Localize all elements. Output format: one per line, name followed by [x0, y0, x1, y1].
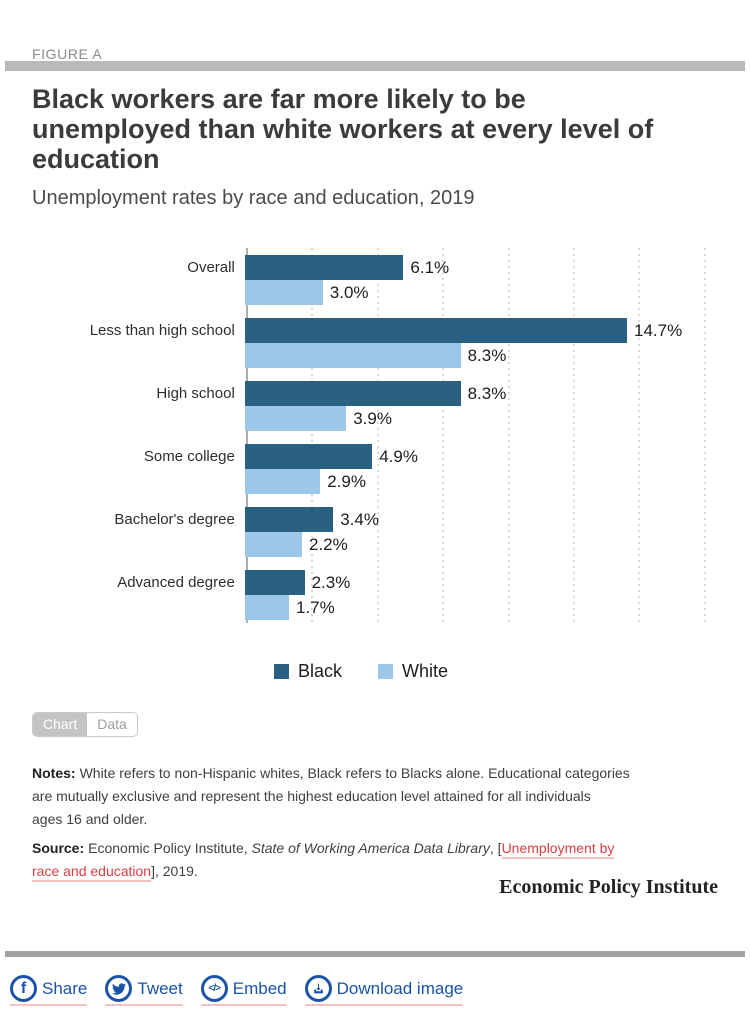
tab-data[interactable]: Data: [87, 713, 137, 736]
chart-data-toggle: Chart Data: [32, 712, 138, 737]
bar-white[interactable]: [244, 595, 289, 620]
download-image-button[interactable]: Download image: [304, 975, 464, 1006]
chart-title: Black workers are far more likely to be …: [32, 84, 654, 174]
value-label: 14.7%: [633, 321, 683, 340]
gridline: [442, 248, 445, 623]
bar-black[interactable]: [244, 318, 627, 343]
bar-black[interactable]: [244, 507, 334, 532]
source-pre: Economic Policy Institute,: [88, 840, 252, 856]
embed-button[interactable]: </> Embed: [200, 975, 287, 1006]
bar-group: Bachelor's degree 3.4% 2.2%: [32, 507, 718, 557]
share-button[interactable]: f Share: [10, 975, 88, 1006]
value-label: 2.9%: [327, 472, 366, 491]
category-label: Overall: [187, 259, 235, 276]
value-label: 3.9%: [353, 409, 392, 428]
value-label: 2.3%: [311, 573, 351, 592]
chart-bars-area: Overall 6.1% 3.0% Less than high school 14.7…: [32, 248, 718, 620]
value-label: 6.1%: [410, 258, 450, 277]
gridline: [703, 248, 706, 623]
gridline: [638, 248, 641, 623]
gridline: [572, 248, 575, 623]
category-label: Bachelor's degree: [114, 511, 235, 528]
notes-label: Notes:: [32, 765, 76, 781]
legend-swatch: [273, 664, 289, 679]
bar-black[interactable]: [244, 381, 461, 406]
source-publication: State of Working America Data Library: [251, 840, 490, 856]
embed-icon: </>: [200, 975, 228, 1002]
source-link[interactable]: Unemployment by: [501, 840, 615, 859]
bar-white[interactable]: [244, 343, 461, 368]
bar-group: Some college 4.9% 2.9%: [32, 444, 718, 494]
facebook-icon: f: [10, 975, 37, 1002]
value-label: 3.0%: [329, 283, 369, 302]
bar-group: High school 8.3% 3.9%: [32, 381, 718, 431]
bar-chart: Overall 6.1% 3.0% Less than high school 14.7…: [32, 248, 718, 630]
tab-chart[interactable]: Chart: [33, 713, 88, 736]
value-label: 8.3%: [467, 384, 507, 403]
footer-actions: f Share Tweet </> Embed Download image: [10, 975, 464, 1006]
gridline: [507, 248, 510, 623]
top-accent-bar: [5, 61, 745, 71]
gridline: [311, 248, 314, 623]
legend-item-white[interactable]: White: [378, 661, 448, 682]
chart-legend: Black White: [18, 661, 704, 682]
bar-group: Less than high school 14.7% 8.3%: [32, 318, 718, 368]
chart-grid: [246, 248, 722, 623]
figure-label: FIGURE A: [32, 46, 103, 62]
category-label: High school: [156, 385, 235, 402]
gridline: [376, 248, 379, 623]
twitter-icon: [105, 975, 133, 1002]
source-post: ], 2019.: [151, 863, 198, 879]
source-text: Source: Economic Policy Institute, State …: [32, 837, 718, 883]
category-label: Advanced degree: [117, 574, 235, 591]
bar-group: Overall 6.1% 3.0%: [32, 255, 718, 305]
bar-white[interactable]: [244, 469, 321, 494]
category-label: Less than high school: [89, 322, 235, 339]
value-label: 1.7%: [295, 598, 335, 617]
bar-white[interactable]: [244, 280, 323, 305]
source-label: Source:: [32, 840, 85, 856]
value-label: 8.3%: [467, 346, 507, 365]
bar-white[interactable]: [244, 406, 347, 431]
legend-item-black[interactable]: Black: [273, 661, 342, 682]
value-label: 3.4%: [340, 510, 379, 529]
download-icon: [304, 975, 332, 1002]
footer-divider: [5, 951, 745, 957]
legend-label: Black: [297, 661, 342, 681]
bar-black[interactable]: [244, 444, 373, 469]
legend-label: White: [402, 661, 449, 681]
bar-black[interactable]: [244, 570, 305, 595]
y-axis-line: [246, 248, 248, 623]
tweet-button[interactable]: Tweet: [105, 975, 183, 1006]
legend-swatch: [378, 664, 393, 679]
bar-white[interactable]: [244, 532, 302, 557]
figure-container: FIGURE A Black workers are far more like…: [0, 46, 750, 899]
source-link[interactable]: race and education: [32, 863, 152, 882]
value-label: 2.2%: [308, 535, 348, 554]
notes-body: White refers to non-Hispanic whites, Bla…: [32, 765, 630, 827]
bar-black[interactable]: [244, 255, 404, 280]
chart-subtitle: Unemployment rates by race and education…: [32, 187, 475, 209]
epi-wordmark: Economic Policy Institute: [499, 876, 718, 898]
value-label: 4.9%: [379, 447, 418, 466]
notes-text: Notes: White refers to non-Hispanic white…: [32, 762, 718, 831]
bar-group: Advanced degree 2.3% 1.7%: [32, 570, 718, 620]
source-mid: , [: [489, 840, 502, 856]
category-label: Some college: [143, 448, 235, 465]
